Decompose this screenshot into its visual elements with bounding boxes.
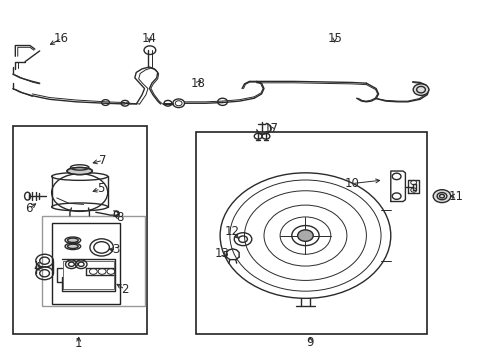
Bar (195, 132, 427, 334)
Text: 11: 11 (448, 190, 463, 203)
Text: 6: 6 (25, 202, 33, 215)
Bar (42, 216, 144, 306)
Text: 9: 9 (306, 336, 313, 348)
Text: 12: 12 (224, 225, 239, 238)
Text: 1: 1 (75, 337, 82, 350)
Text: 7: 7 (99, 154, 106, 167)
Text: 10: 10 (344, 177, 359, 190)
Text: 18: 18 (190, 77, 205, 90)
Text: 3: 3 (112, 243, 120, 256)
Circle shape (432, 190, 450, 203)
Circle shape (412, 84, 428, 95)
Ellipse shape (67, 167, 92, 175)
Ellipse shape (67, 238, 78, 242)
Text: 13: 13 (215, 247, 229, 260)
Text: 14: 14 (142, 32, 157, 45)
Ellipse shape (67, 244, 78, 248)
Bar (13, 126, 147, 334)
Text: 5: 5 (97, 183, 104, 195)
Text: 4: 4 (34, 261, 41, 274)
Bar (52, 223, 120, 304)
Text: 2: 2 (121, 283, 128, 296)
Text: 17: 17 (264, 122, 278, 135)
Text: 15: 15 (326, 32, 342, 45)
Text: 16: 16 (54, 32, 69, 45)
Circle shape (297, 230, 313, 241)
Text: 8: 8 (116, 211, 123, 224)
